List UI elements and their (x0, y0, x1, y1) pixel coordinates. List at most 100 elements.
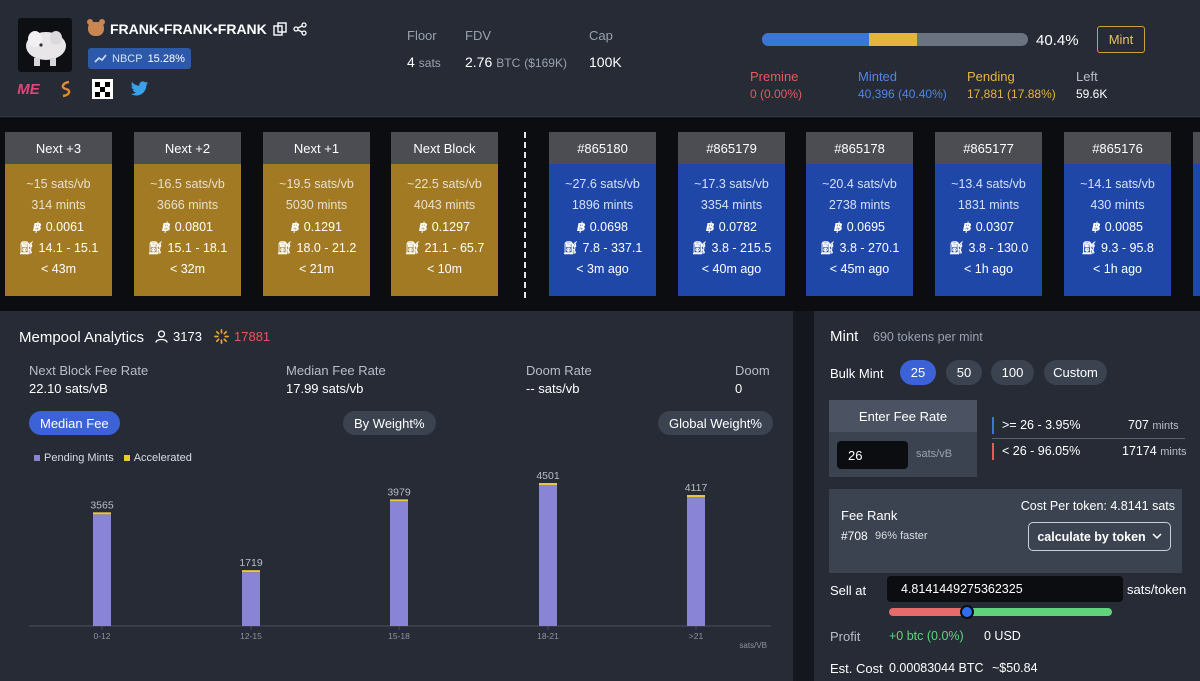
okx-icon[interactable] (92, 79, 113, 99)
bar-data-label-0: 3565 (90, 499, 114, 511)
bear-icon (87, 19, 105, 36)
pending-value: 17,881 (17.88%) (967, 87, 1056, 101)
block-title: Next Block (391, 132, 498, 164)
block-title (1193, 132, 1200, 164)
split-divider (992, 438, 1185, 439)
block-btc: ฿ 0.1297 (391, 217, 498, 238)
mined-block-1[interactable]: #865179 ~17.3 sats/vb 3354 mints ฿ 0.0782 ⛽︎ 3… (678, 132, 785, 296)
legend-accelerated[interactable]: Accelerated (123, 452, 192, 464)
block-time: < 1h ago (1092, 262, 1142, 277)
magic-eden-icon[interactable]: ME (17, 80, 40, 98)
tab-median-fee[interactable]: Median Fee (29, 411, 120, 435)
satflow-icon[interactable] (55, 79, 76, 99)
mined-block-0[interactable]: #865180 ~27.6 sats/vb 1896 mints ฿ 0.0698 ⛽︎ 7… (549, 132, 656, 296)
mint-button[interactable]: Mint (1097, 26, 1145, 53)
next-block-fee-label: Next Block Fee Rate (29, 363, 149, 378)
mined-block-3[interactable]: #865177 ~13.4 sats/vb 1831 mints ฿ 0.0307 ⛽︎ 3… (935, 132, 1042, 296)
block-btc: ฿ 0.0061 (5, 217, 112, 238)
mined-block-2[interactable]: #865178 ~20.4 sats/vb 2738 mints ฿ 0.0695 ⛽︎ 3… (806, 132, 913, 296)
fuel-pump-icon: ⛽︎ (276, 240, 293, 255)
block-title: Next +1 (263, 132, 370, 164)
block-fee: ~13.4 sats/vb (951, 177, 1026, 191)
cap-label: Cap (589, 28, 613, 43)
analytics-title: Mempool Analytics (19, 329, 145, 346)
block-fee-range: ⛽︎ 3.8 - 215.5 (678, 238, 785, 259)
pending-block-3[interactable]: Next Block ~22.5 sats/vb 4043 mints ฿ 0.1297… (391, 132, 498, 296)
block-btc: ฿ 0.0782 (678, 217, 785, 238)
block-btc: ฿ 0.0801 (134, 217, 241, 238)
chevron-down-icon (1152, 533, 1162, 540)
bulk-option-50[interactable]: 50 (946, 360, 982, 385)
block-body: ~15 sats/vb 314 mints ฿ 0.0061 ⛽︎ 14.1 - 15.1… (5, 164, 112, 296)
nbcp-badge[interactable]: NBCP 15.28% (88, 48, 191, 69)
fee-rate-input[interactable] (837, 441, 908, 469)
block-body: ~13.4 sats/vb 1831 mints ฿ 0.0307 ⛽︎ 3.8 - 13… (935, 164, 1042, 296)
sell-price-input[interactable]: 4.8141449275362325 (887, 576, 1123, 602)
block-title: #865178 (806, 132, 913, 164)
block-body: ~27.6 sats/vb 1896 mints ฿ 0.0698 ⛽︎ 7.8 - 33… (549, 164, 656, 296)
minted-value: 40,396 (40.40%) (858, 87, 947, 101)
slider-handle[interactable] (960, 605, 974, 619)
tab-global-weight[interactable]: Global Weight% (658, 411, 773, 435)
twitter-icon[interactable] (129, 79, 150, 99)
block-body: ~17.3 sats/vb 3354 mints ฿ 0.0782 ⛽︎ 3.8 - 21… (678, 164, 785, 296)
block-fee-range: ⛽︎ 15.1 - 18.1 (134, 238, 241, 259)
premine-value: 0 (0.00%) (750, 87, 803, 101)
block-mints: 5030 mints (285, 198, 348, 213)
block-btc: ฿ 0.0307 (935, 217, 1042, 238)
cap-value: 100K (589, 54, 622, 70)
calculate-by-token-button[interactable]: calculate by token (1028, 522, 1171, 551)
split-above: >= 26 - 3.95% 707 mints (992, 415, 1185, 437)
chart-up-icon (94, 54, 107, 63)
bulk-option-100[interactable]: 100 (991, 360, 1034, 385)
fee-rank-note: 96% faster (875, 530, 928, 542)
block-btc: ฿ 0.0695 (806, 217, 913, 238)
doom-rate-value: -- sats/vb (526, 381, 580, 396)
bulk-option-custom[interactable]: Custom (1044, 360, 1107, 385)
pending-block-2[interactable]: Next +1 ~19.5 sats/vb 5030 mints ฿ 0.1291 ⛽︎ 1… (263, 132, 370, 296)
bitcoin-icon: ฿ (577, 219, 586, 234)
median-fee-label: Median Fee Rate (286, 363, 386, 378)
mined-block-partial[interactable] (1193, 132, 1200, 296)
sell-price-slider[interactable] (889, 605, 1112, 619)
block-fee-range: ⛽︎ 9.3 - 95.8 (1064, 238, 1171, 259)
bitcoin-icon: ฿ (291, 219, 300, 234)
bar-accelerated-4 (687, 495, 705, 498)
fuel-pump-icon: ⛽︎ (147, 240, 164, 255)
share-icon[interactable] (293, 22, 307, 36)
pending-block-0[interactable]: Next +3 ~15 sats/vb 314 mints ฿ 0.0061 ⛽︎ 14.1… (5, 132, 112, 296)
pending-mints-chart: 3565 0-12 1719 12-15 3979 15-18 4501 18-21 4117 >… (29, 471, 771, 650)
tab-by-weight[interactable]: By Weight% (343, 411, 436, 435)
block-mints: 430 mints (1090, 198, 1145, 213)
mined-block-4[interactable]: #865176 ~14.1 sats/vb 430 mints ฿ 0.0085 ⛽︎ 9.… (1064, 132, 1171, 296)
bitcoin-icon: ฿ (834, 219, 843, 234)
pending-block-1[interactable]: Next +2 ~16.5 sats/vb 3666 mints ฿ 0.0801 ⛽︎ 1… (134, 132, 241, 296)
block-btc: ฿ 0.0085 (1064, 217, 1171, 238)
blocks-row: Next +3 ~15 sats/vb 314 mints ฿ 0.0061 ⛽︎ 14.1… (0, 118, 1200, 311)
block-fee: ~22.5 sats/vb (407, 177, 482, 191)
legend-pending[interactable]: Pending Mints (34, 452, 114, 464)
bar-pending-4 (687, 497, 705, 626)
block-fee-range: ⛽︎ 3.8 - 270.1 (806, 238, 913, 259)
doom-rate-label: Doom Rate (526, 363, 592, 378)
bitcoin-icon: ฿ (963, 219, 972, 234)
fdv-label: FDV (465, 28, 491, 43)
holders-count: 3173 (155, 329, 202, 344)
copy-icon[interactable] (273, 22, 287, 36)
block-fee-range: ⛽︎ 3.8 - 130.0 (935, 238, 1042, 259)
fuel-pump-icon: ⛽︎ (1081, 240, 1098, 255)
bar-accelerated-3 (539, 483, 557, 485)
doom-label: Doom (735, 363, 770, 378)
doom-value: 0 (735, 381, 743, 396)
bar-data-label-4: 4117 (685, 482, 708, 494)
block-time: < 32m (169, 262, 206, 277)
block-fee: ~19.5 sats/vb (279, 177, 354, 191)
block-body: ~14.1 sats/vb 430 mints ฿ 0.0085 ⛽︎ 9.3 - 95.… (1064, 164, 1171, 296)
fee-rank-value: #708 (841, 529, 868, 543)
mempool-divider (524, 132, 526, 298)
bitcoin-icon: ฿ (162, 219, 171, 234)
next-block-fee-value: 22.10 sats/vB (29, 381, 108, 396)
bitcoin-icon: ฿ (33, 219, 42, 234)
fee-rate-unit: sats/vB (916, 448, 953, 460)
bulk-option-25[interactable]: 25 (900, 360, 936, 385)
